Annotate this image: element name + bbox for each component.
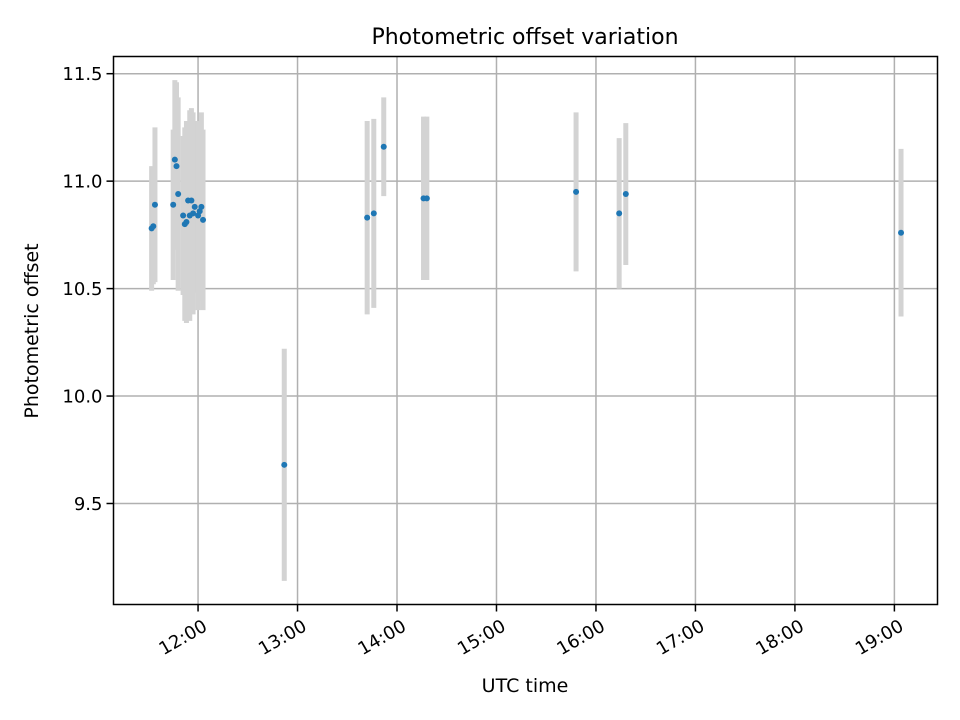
data-point: [175, 191, 182, 198]
data-point: [191, 203, 198, 210]
x-axis-label: UTC time: [482, 675, 569, 697]
data-point: [150, 223, 157, 230]
data-point: [200, 216, 207, 223]
y-tick-label: 9.5: [74, 494, 103, 515]
y-tick-label: 11.0: [62, 172, 102, 193]
data-point: [898, 229, 905, 236]
gridlines: [113, 56, 938, 605]
data-point: [380, 143, 387, 150]
y-axis-label: Photometric offset: [21, 243, 43, 418]
data-point: [190, 210, 197, 217]
data-point: [616, 210, 623, 217]
data-point: [198, 203, 205, 210]
data-point: [622, 191, 629, 198]
chart-title: Photometric offset variation: [371, 25, 678, 50]
data-point: [170, 201, 177, 208]
y-axis-ticks: 9.5 10.0 10.5 11.0 11.5: [62, 64, 114, 515]
data-point: [364, 214, 371, 221]
y-tick-label: 11.5: [62, 64, 102, 85]
data-point: [173, 163, 180, 170]
data-point: [573, 188, 580, 195]
data-point: [370, 210, 377, 217]
y-tick-label: 10.5: [62, 279, 102, 300]
data-point: [151, 201, 158, 208]
y-tick-label: 10.0: [62, 387, 102, 408]
plot-frame: [112, 55, 939, 606]
data-point: [281, 461, 288, 468]
data-point: [183, 218, 190, 225]
data-point: [180, 212, 187, 219]
data-point: [171, 156, 178, 163]
data-points: [148, 143, 905, 468]
data-point: [423, 195, 430, 202]
data-point: [188, 197, 195, 204]
